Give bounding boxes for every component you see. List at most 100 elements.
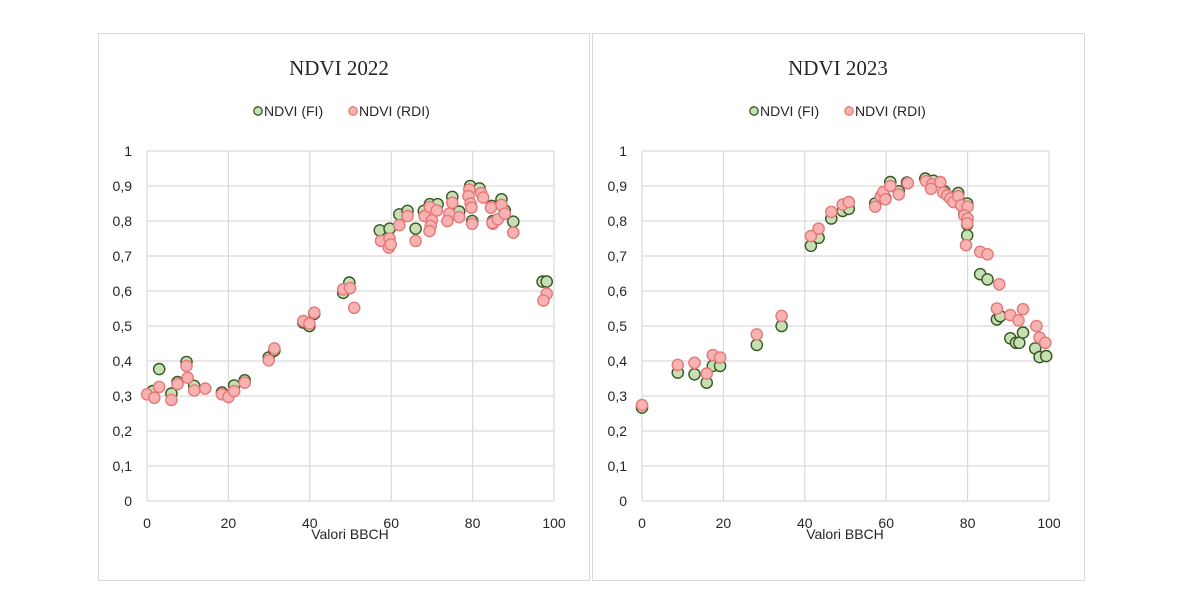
y-axis-ticks: 0 0,1 0,2 0,3 0,4 0,5 0,6 0,7 0,8 0,9 1 [113,143,133,509]
legend-marker-fi [749,106,759,116]
chart-title: NDVI 2022 [289,56,389,80]
y-tick-label: 0,9 [113,178,133,194]
y-tick-label: 0,1 [608,458,628,474]
data-points [635,172,1053,414]
legend-label-fi: NDVI (FI) [264,103,323,119]
data-point-rdi [892,188,906,201]
data-point-rdi [187,384,201,397]
y-tick-label: 1 [124,143,132,159]
data-point-rdi [384,238,398,251]
x-tick-label: 40 [302,515,318,531]
data-point-rdi [441,214,454,228]
data-point-rdi [181,371,194,385]
data-point-rdi [484,201,498,214]
data-point-rdi [688,356,701,370]
data-point-rdi [401,209,414,223]
data-point-rdi [992,277,1006,291]
data-point-rdi [506,226,520,239]
data-point-rdi [933,175,947,189]
data-point-rdi [430,204,444,217]
data-point-rdi [409,234,422,248]
data-point-fi [409,222,422,235]
data-point-rdi [198,382,212,395]
x-tick-label: 100 [1037,515,1061,531]
y-axis-ticks: 0 0,1 0,2 0,3 0,4 0,5 0,6 0,7 0,8 0,9 1 [608,143,628,509]
data-point-fi [688,367,701,381]
x-axis-ticks: 0 20 40 60 80 100 [638,515,1061,531]
data-point-rdi [476,191,490,204]
data-point-rdi [824,205,838,219]
data-point-rdi [423,224,436,238]
y-tick-label: 0,2 [113,423,133,439]
x-tick-label: 80 [960,515,976,531]
data-point-rdi [812,222,825,235]
data-point-rdi [498,207,512,220]
data-point-rdi [775,309,788,323]
chart-panel-2022: NDVI 2022 NDVI (FI) NDVI (RDI) 0 0,1 0,2 0,… [98,33,590,581]
legend: NDVI (FI) NDVI (RDI) [253,103,430,119]
data-point-rdi [959,238,973,252]
x-axis-ticks: 0 20 40 60 80 100 [143,515,566,531]
data-point-rdi [537,294,550,307]
data-point-rdi [635,398,649,412]
data-point-fi [750,338,764,352]
y-tick-label: 0,2 [608,423,628,439]
data-point-fi [1039,349,1053,363]
y-tick-label: 0,6 [608,283,628,299]
data-point-rdi [238,376,251,390]
x-axis-label: Valori BBCH [806,526,884,542]
legend-marker-rdi [348,106,358,116]
data-point-fi [540,275,554,288]
y-tick-label: 0,5 [113,318,133,334]
y-tick-label: 0,8 [113,213,133,229]
data-point-rdi [1012,314,1025,327]
x-tick-label: 60 [383,515,399,531]
data-point-rdi [750,328,764,341]
data-point-rdi [671,358,685,372]
y-tick-label: 1 [619,143,627,159]
grid [641,150,1050,502]
x-tick-label: 100 [542,515,566,531]
x-tick-label: 60 [878,515,894,531]
legend: NDVI (FI) NDVI (RDI) [749,103,926,119]
y-tick-label: 0,1 [113,458,133,474]
x-tick-label: 0 [143,515,151,531]
x-axis-label: Valori BBCH [311,526,389,542]
chart-title: NDVI 2023 [788,56,888,80]
data-point-rdi [445,196,459,210]
data-point-rdi [171,377,184,391]
data-point-fi [981,273,994,286]
data-point-rdi [1016,302,1030,316]
x-tick-label: 40 [797,515,813,531]
data-point-rdi [343,281,357,295]
x-tick-label: 20 [221,515,237,531]
data-point-rdi [452,210,466,224]
x-tick-label: 80 [465,515,481,531]
data-point-rdi [713,351,727,364]
legend-label-fi: NDVI (FI) [760,103,819,119]
y-tick-label: 0,4 [113,353,133,369]
y-tick-label: 0,9 [608,178,628,194]
data-point-fi [152,362,166,376]
y-tick-label: 0,6 [113,283,133,299]
chart-svg-2023: NDVI 2023 NDVI (FI) NDVI (RDI) 0 0,1 0,2 0,… [608,56,1061,542]
data-point-fi [1016,326,1030,339]
data-point-rdi [1030,319,1043,333]
y-tick-label: 0,3 [113,388,133,404]
data-point-rdi [152,380,166,394]
data-point-rdi [901,176,915,190]
y-tick-label: 0,5 [608,318,628,334]
data-point-rdi [227,384,241,398]
data-point-rdi [883,179,897,193]
data-point-rdi [700,367,713,380]
y-tick-label: 0,4 [608,353,628,369]
data-point-rdi [262,353,275,367]
data-point-rdi [868,200,882,213]
y-tick-label: 0,3 [608,388,628,404]
chart-panel-2023: NDVI 2023 NDVI (FI) NDVI (RDI) 0 0,1 0,2 0,… [592,33,1085,581]
data-point-rdi [303,317,316,330]
y-tick-label: 0,7 [608,248,628,264]
data-point-rdi [879,192,892,206]
x-tick-label: 20 [716,515,732,531]
chart-svg-2022: NDVI 2022 NDVI (FI) NDVI (RDI) 0 0,1 0,2 0,… [113,56,566,542]
